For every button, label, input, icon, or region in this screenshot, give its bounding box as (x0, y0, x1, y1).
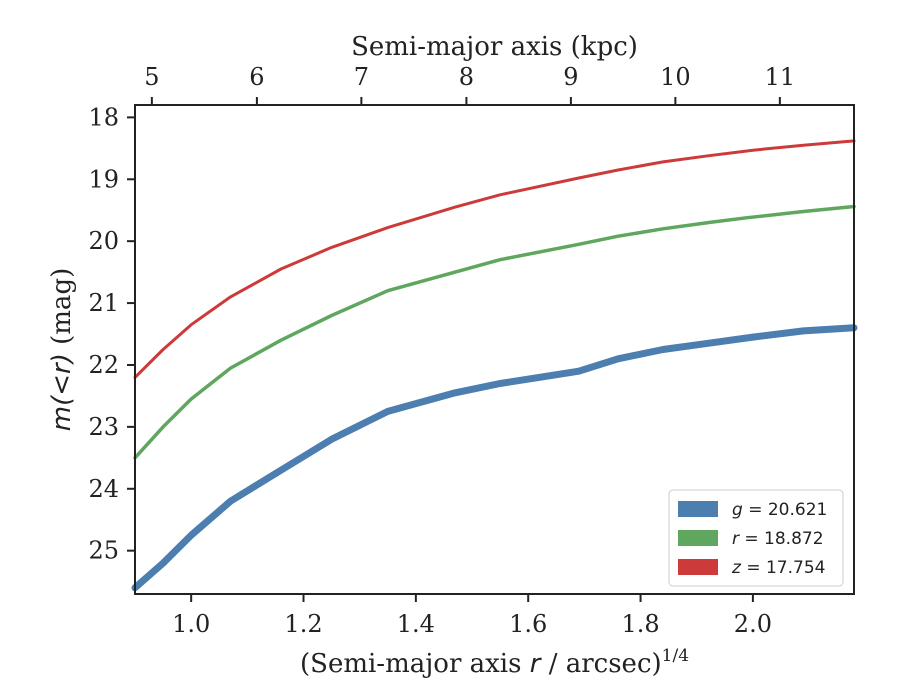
bottom-x-tick-label: 1.0 (172, 610, 210, 638)
ylabel-math: m(<r) (47, 353, 77, 431)
legend-swatch (678, 559, 718, 575)
legend-label: z = 17.754 (731, 558, 825, 578)
left-y-axis: 18 19 20 21 22 23 24 25 (88, 103, 135, 565)
legend-label: g = 20.621 (732, 500, 827, 520)
legend-swatch (678, 530, 718, 546)
bottom-x-tick-label: 1.6 (509, 610, 547, 638)
legend-label-variable: z (731, 558, 742, 578)
legend-label-value: = 17.754 (741, 558, 826, 578)
series-layer (131, 139, 858, 592)
series-line-1 (131, 324, 858, 592)
legend-swatch (678, 501, 718, 517)
bottom-x-axis-title: (Semi-major axis r / arcsec)1/4 (300, 646, 689, 679)
y-tick-label: 24 (88, 475, 119, 503)
top-x-tick-label: 9 (563, 63, 578, 91)
top-x-tick-label: 5 (144, 63, 159, 91)
top-x-tick-label: 7 (354, 63, 369, 91)
y-tick-label: 23 (88, 413, 119, 441)
y-tick-label: 18 (88, 103, 119, 131)
plot-frame (134, 104, 855, 595)
legend-label-variable: r (732, 529, 740, 549)
xlabel-part-1: (Semi-major axis (300, 649, 530, 679)
bottom-x-tick-label: 1.8 (621, 610, 659, 638)
top-x-axis: 5 6 7 8 9 10 11 (144, 63, 795, 105)
top-x-tick-label: 11 (765, 63, 796, 91)
y-tick-label: 22 (88, 351, 119, 379)
y-axis-title: m(<r) (mag) (47, 268, 77, 431)
bottom-x-tick-label: 1.4 (397, 610, 435, 638)
series-line-3 (133, 139, 856, 379)
legend-label-value: = 20.621 (743, 500, 828, 520)
top-x-tick-label: 6 (249, 63, 264, 91)
top-x-axis-title: Semi-major axis (kpc) (351, 32, 638, 62)
bottom-x-axis: 1.0 1.2 1.4 1.6 1.8 2.0 (172, 594, 772, 638)
bottom-x-tick-label: 2.0 (734, 610, 772, 638)
xlabel-part-2: / arcsec) (540, 649, 661, 679)
ylabel-unit: (mag) (47, 268, 77, 353)
top-x-tick-label: 8 (459, 63, 474, 91)
y-tick-label: 25 (88, 537, 119, 565)
legend-label-variable: g (732, 500, 743, 520)
legend-label: r = 18.872 (732, 529, 824, 549)
xlabel-variable: r (530, 649, 543, 679)
bottom-x-tick-label: 1.2 (284, 610, 322, 638)
y-tick-label: 21 (88, 289, 119, 317)
y-tick-label: 19 (88, 165, 119, 193)
top-x-tick-label: 10 (660, 63, 691, 91)
y-tick-label: 20 (88, 227, 119, 255)
xlabel-exponent: 1/4 (662, 646, 689, 666)
legend-label-value: = 18.872 (739, 529, 824, 549)
series-line-2 (133, 204, 856, 460)
